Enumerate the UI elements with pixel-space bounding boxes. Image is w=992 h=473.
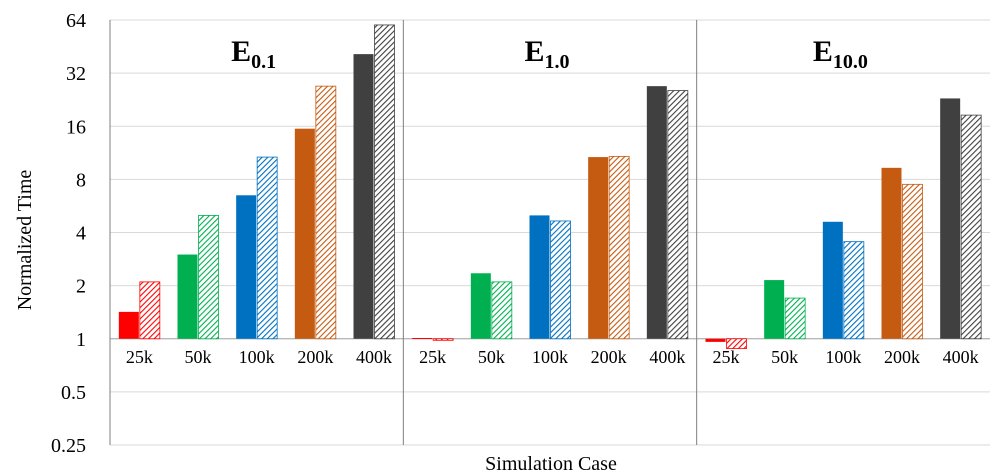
panel-dividers xyxy=(109,20,698,445)
bar-solid-25k xyxy=(705,338,726,342)
bar-hatched-200k xyxy=(315,85,337,340)
panel-title: E10.0 xyxy=(813,35,868,73)
bars xyxy=(118,24,982,349)
panel-title: E0.1 xyxy=(231,35,276,73)
category-label: 200k xyxy=(297,347,333,367)
bar-solid-25k xyxy=(118,311,139,339)
bar-hatched-50k xyxy=(784,297,806,340)
bar-hatched-400k xyxy=(374,24,395,340)
bar-hatched-400k xyxy=(667,90,689,340)
bar-solid-100k xyxy=(529,215,550,339)
bar-hatched-200k xyxy=(608,155,630,340)
panel-title: E1.0 xyxy=(524,35,569,73)
bar-hatched-400k xyxy=(960,114,982,340)
category-label: 100k xyxy=(532,347,568,367)
bar-solid-100k xyxy=(822,221,843,339)
category-label: 50k xyxy=(771,347,798,367)
bar-solid-50k xyxy=(470,273,491,339)
category-label: 100k xyxy=(239,347,275,367)
bar-solid-200k xyxy=(294,128,315,339)
category-label: 400k xyxy=(649,347,685,367)
bar-solid-25k xyxy=(412,337,433,339)
category-label: 400k xyxy=(356,347,392,367)
bar-hatched-200k xyxy=(902,183,923,340)
y-tick-label: 0.5 xyxy=(61,382,86,404)
bar-solid-400k xyxy=(646,86,667,339)
y-tick-label: 64 xyxy=(66,10,86,32)
bar-hatched-50k xyxy=(198,214,219,340)
x-axis-label: Simulation Case xyxy=(485,453,617,473)
category-label: 400k xyxy=(943,347,979,367)
grid-lines xyxy=(110,19,990,446)
category-label: 50k xyxy=(478,347,505,367)
bar-solid-400k xyxy=(353,54,374,339)
bar-hatched-25k xyxy=(726,338,747,349)
panel-titles: E0.1 E1.0 E10.0 xyxy=(231,35,868,73)
bar-hatched-100k xyxy=(843,241,865,340)
category-label: 25k xyxy=(713,347,740,367)
category-label: 200k xyxy=(591,347,627,367)
y-tick-label: 8 xyxy=(76,169,86,191)
y-tick-label: 0.25 xyxy=(51,435,86,457)
category-label: 200k xyxy=(884,347,920,367)
category-label: 25k xyxy=(419,347,446,367)
bar-solid-200k xyxy=(588,157,609,339)
y-tick-label: 4 xyxy=(76,223,86,245)
y-tick-label: 1 xyxy=(76,329,86,351)
bar-hatched-25k xyxy=(432,338,454,341)
bar-solid-100k xyxy=(236,195,257,339)
y-axis-label: Normalized Time xyxy=(14,170,36,311)
bar-solid-400k xyxy=(940,98,961,339)
y-tick-label: 16 xyxy=(66,116,86,138)
bar-hatched-100k xyxy=(256,156,278,340)
y-tick-label: 2 xyxy=(76,276,86,298)
category-label: 50k xyxy=(185,347,212,367)
bar-hatched-25k xyxy=(139,281,161,340)
bar-solid-50k xyxy=(177,254,198,339)
y-tick-label: 32 xyxy=(66,63,86,85)
bar-hatched-50k xyxy=(491,281,513,340)
y-axis-ticks: 0.25 0.5 1 2 4 8 16 32 64 xyxy=(51,10,86,457)
bar-solid-200k xyxy=(881,167,902,339)
category-labels: 25k 50k 100k 200k 400k 25k 50k 100k 200k 400k 25k 5… xyxy=(126,347,979,367)
category-label: 25k xyxy=(126,347,153,367)
category-label: 100k xyxy=(825,347,861,367)
bar-solid-50k xyxy=(764,280,785,339)
bar-hatched-100k xyxy=(550,220,571,340)
